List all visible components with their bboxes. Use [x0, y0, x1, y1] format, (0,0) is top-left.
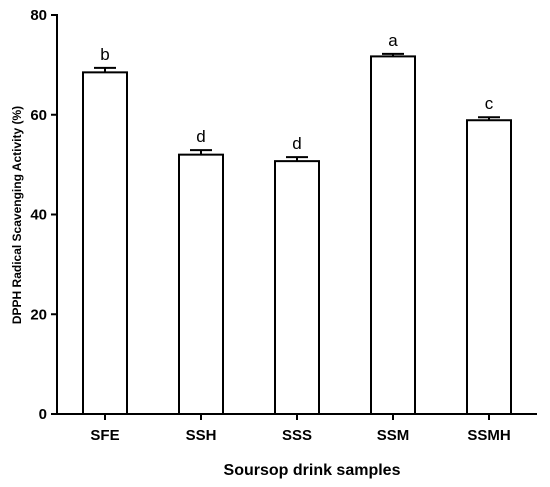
significance-label: b [100, 45, 109, 64]
chart-labels: SFE b SSH d SSS d SSM a SSMH c [90, 31, 510, 444]
chart-axes: 0 20 40 60 80 [30, 7, 537, 423]
bar [82, 71, 128, 415]
significance-label: d [292, 134, 301, 153]
bar [178, 153, 224, 415]
significance-label: a [388, 31, 398, 50]
bar [466, 119, 512, 416]
bar [274, 160, 320, 415]
x-tick-label: SSS [282, 427, 312, 444]
significance-label: c [485, 94, 494, 113]
significance-label: d [196, 127, 205, 146]
bar [370, 55, 416, 416]
x-tick-label: SSM [377, 427, 410, 444]
y-axis-title: DPPH Radical Scavenging Activity (%) [10, 106, 24, 324]
y-tick-label: 20 [30, 306, 47, 323]
y-tick-label: 40 [30, 207, 47, 224]
x-tick-label: SSMH [467, 427, 510, 444]
chart-bars [82, 52, 512, 416]
y-tick-label: 80 [30, 7, 47, 24]
y-tick-label: 0 [39, 406, 47, 423]
x-tick-label: SFE [90, 427, 119, 444]
y-tick-label: 60 [30, 107, 47, 124]
x-axis-title: Soursop drink samples [224, 462, 401, 479]
x-tick-label: SSH [186, 427, 217, 444]
